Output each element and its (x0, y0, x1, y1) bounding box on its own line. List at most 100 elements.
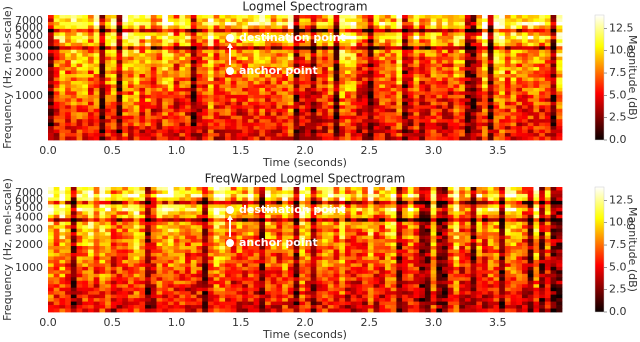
spectrogram-cell (556, 126, 562, 130)
spectrogram-cell (528, 29, 534, 33)
spectrogram-cell (219, 57, 225, 61)
spectrogram-cell (379, 105, 385, 109)
spectrogram-cell (88, 218, 94, 222)
spectrogram-cell (505, 81, 511, 85)
spectrogram-cell (59, 208, 65, 212)
spectrogram-cell (117, 295, 123, 299)
spectrogram-cell (162, 102, 168, 106)
spectrogram-cell (185, 112, 191, 116)
spectrogram-cell (493, 102, 499, 106)
spectrogram-cell (196, 102, 202, 106)
spectrogram-cell (191, 84, 197, 88)
spectrogram-cell (145, 126, 151, 130)
spectrogram-cell (465, 57, 471, 61)
spectrogram-cell (259, 218, 265, 222)
spectrogram-cell (111, 270, 117, 274)
spectrogram-cell (48, 253, 54, 257)
spectrogram-cell (248, 302, 254, 306)
spectrogram-cell (54, 211, 60, 215)
spectrogram-cell (54, 67, 60, 71)
spectrogram-cell (122, 288, 128, 292)
spectrogram-cell (511, 84, 517, 88)
spectrogram-cell (345, 36, 351, 40)
spectrogram-cell (128, 133, 134, 137)
spectrogram-cell (157, 274, 163, 278)
spectrogram-cell (493, 15, 499, 19)
spectrogram-cell (122, 39, 128, 43)
spectrogram-cell (453, 78, 459, 82)
spectrogram-cell (294, 190, 300, 194)
spectrogram-cell (117, 222, 123, 226)
spectrogram-cell (288, 88, 294, 92)
spectrogram-cell (391, 43, 397, 47)
spectrogram-cell (219, 84, 225, 88)
spectrogram-cell (528, 91, 534, 95)
spectrogram-cell (465, 105, 471, 109)
spectrogram-cell (162, 215, 168, 219)
spectrogram-cell (465, 64, 471, 68)
spectrogram-cell (316, 270, 322, 274)
spectrogram-cell (134, 190, 140, 194)
spectrogram-cell (151, 291, 157, 295)
spectrogram-cell (196, 215, 202, 219)
spectrogram-cell (134, 18, 140, 22)
spectrogram-cell (288, 298, 294, 302)
spectrogram-cell (488, 64, 494, 68)
spectrogram-cell (151, 309, 157, 313)
spectrogram-cell (259, 270, 265, 274)
spectrogram-cell (402, 64, 408, 68)
spectrogram-cell (402, 88, 408, 92)
spectrogram-cell (391, 60, 397, 64)
spectrogram-cell (499, 88, 505, 92)
annotation: destination point (239, 31, 346, 44)
spectrogram-cell (339, 64, 345, 68)
spectrogram-cell (168, 88, 174, 92)
spectrogram-cell (185, 305, 191, 309)
spectrogram-cell (516, 50, 522, 54)
spectrogram-cell (516, 88, 522, 92)
spectrogram-cell (499, 22, 505, 26)
spectrogram-cell (196, 98, 202, 102)
spectrogram-cell (471, 123, 477, 127)
spectrogram-cell (305, 18, 311, 22)
spectrogram-cell (248, 263, 254, 267)
spectrogram-cell (219, 250, 225, 254)
spectrogram-cell (157, 137, 163, 141)
spectrogram-cell (516, 102, 522, 106)
spectrogram-cell (231, 102, 237, 106)
spectrogram-cell (99, 43, 105, 47)
spectrogram-cell (185, 197, 191, 201)
spectrogram-cell (54, 60, 60, 64)
spectrogram-cell (128, 270, 134, 274)
spectrogram-cell (94, 57, 100, 61)
spectrogram-cell (202, 119, 208, 123)
spectrogram-cell (482, 116, 488, 120)
spectrogram-cell (396, 95, 402, 99)
spectrogram-cell (59, 95, 65, 99)
spectrogram-cell (402, 46, 408, 50)
spectrogram-cell (77, 119, 83, 123)
spectrogram-cell (471, 84, 477, 88)
spectrogram-cell (185, 64, 191, 68)
spectrogram-cell (551, 57, 557, 61)
spectrogram-cell (48, 222, 54, 226)
spectrogram-cell (408, 91, 414, 95)
spectrogram-cell (214, 88, 220, 92)
spectrogram-cell (436, 74, 442, 78)
spectrogram-cell (134, 74, 140, 78)
spectrogram-cell (356, 53, 362, 57)
spectrogram-cell (111, 239, 117, 243)
spectrogram-cell (545, 25, 551, 29)
spectrogram-cell (334, 116, 340, 120)
spectrogram-cell (191, 74, 197, 78)
spectrogram-cell (111, 284, 117, 288)
spectrogram-cell (265, 305, 271, 309)
spectrogram-cell (54, 215, 60, 219)
spectrogram-cell (294, 50, 300, 54)
spectrogram-cell (339, 98, 345, 102)
spectrogram-cell (48, 309, 54, 313)
spectrogram-cell (379, 36, 385, 40)
colorbar-tick-label: 0.0 (609, 133, 627, 146)
spectrogram-cell (259, 256, 265, 260)
spectrogram-cell (151, 211, 157, 215)
